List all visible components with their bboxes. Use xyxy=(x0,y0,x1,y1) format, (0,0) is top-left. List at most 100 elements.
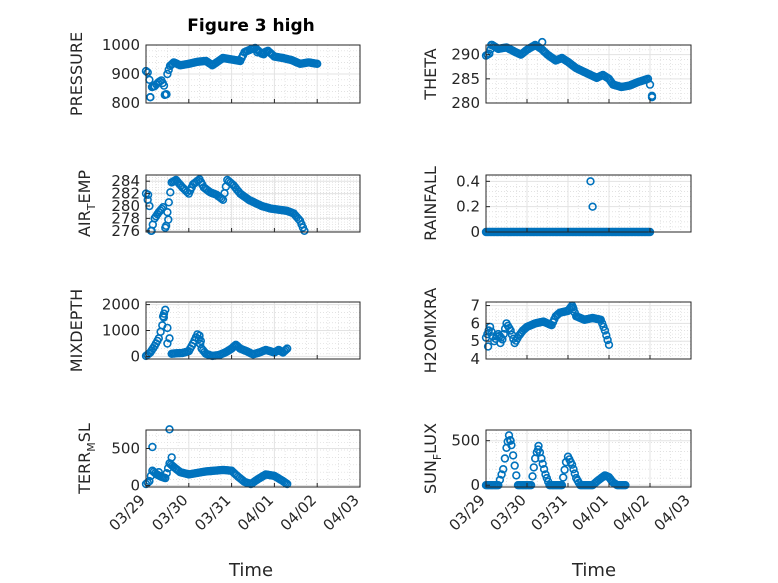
x-tick-label: 04/01 xyxy=(569,491,612,534)
data-point xyxy=(603,335,612,345)
data-point xyxy=(162,469,171,478)
data-point xyxy=(526,481,536,490)
data-point xyxy=(497,470,506,479)
y-tick-label: 0 xyxy=(470,223,480,241)
subplot-theta: 280 285 290 THETA xyxy=(421,37,692,112)
y-tick-label: 285 xyxy=(451,70,480,88)
x-tick-label: 04/02 xyxy=(277,491,320,534)
y-axis-label: TERRMSL xyxy=(75,423,98,495)
data-series xyxy=(481,301,614,351)
y-axis-label: AIRTEMP xyxy=(75,170,98,237)
y-tick-label: 5 xyxy=(470,332,480,350)
data-point xyxy=(557,481,567,490)
data-point xyxy=(602,331,611,340)
data-point xyxy=(586,177,595,186)
data-point xyxy=(528,472,537,481)
data-point xyxy=(162,90,171,99)
data-point xyxy=(483,342,493,351)
data-point xyxy=(143,190,153,200)
y-tick-label: 800 xyxy=(111,94,140,112)
y-axis-label: RAINFALL xyxy=(421,166,440,241)
y-tick-label: 0 xyxy=(130,477,140,495)
y-tick-label: 0.4 xyxy=(456,172,480,190)
data-point xyxy=(499,465,508,474)
data-point xyxy=(600,326,610,335)
axes-frame xyxy=(485,301,692,360)
data-point xyxy=(500,454,510,463)
y-axis-label: MIXDEPTH xyxy=(67,289,86,372)
data-point xyxy=(196,336,206,346)
data-point xyxy=(499,329,508,339)
data-point xyxy=(300,226,309,236)
data-point xyxy=(647,92,657,102)
y-tick-label: 0 xyxy=(470,476,480,494)
data-point xyxy=(158,203,168,212)
data-point xyxy=(533,445,543,454)
data-point xyxy=(588,202,597,211)
y-tick-label: 280 xyxy=(451,94,480,112)
subplot-mixdepth: 0 1000 2000 MIXDEPTH xyxy=(67,289,361,372)
data-point xyxy=(281,345,290,355)
data-point xyxy=(604,340,614,349)
data-point xyxy=(504,431,514,440)
y-axis-label: SUNFLUX xyxy=(421,423,444,494)
figure-title: Figure 3 high xyxy=(187,16,315,36)
x-tick-label: 04/01 xyxy=(234,491,277,534)
y-tick-label: 1000 xyxy=(102,322,140,340)
data-point xyxy=(510,461,519,470)
data-point xyxy=(507,440,516,450)
axes-frame xyxy=(485,174,692,233)
data-point xyxy=(560,465,569,474)
y-tick-label: 4 xyxy=(470,350,480,368)
y-tick-label: 276 xyxy=(111,222,140,240)
data-point xyxy=(569,465,578,474)
y-tick-label: 500 xyxy=(451,432,480,450)
y-tick-label: 2000 xyxy=(102,296,140,314)
data-point xyxy=(538,459,547,468)
data-point xyxy=(506,326,515,335)
data-point xyxy=(163,69,172,79)
subplot-pressure: 800 900 1000 PRESSURE xyxy=(67,32,361,116)
data-series xyxy=(481,431,630,490)
data-point xyxy=(645,80,655,89)
data-point xyxy=(313,59,322,68)
y-axis-label: H2OMIXRA xyxy=(421,288,440,374)
data-point xyxy=(164,215,173,224)
data-point xyxy=(485,322,495,332)
y-tick-label: 290 xyxy=(451,46,480,64)
y-tick-label: 6 xyxy=(470,314,480,332)
data-point xyxy=(558,473,568,482)
x-tick-label: 04/02 xyxy=(610,491,653,534)
data-point xyxy=(146,92,155,102)
y-tick-label: 280 xyxy=(111,197,140,215)
data-point xyxy=(166,188,175,197)
data-point xyxy=(508,451,518,460)
subplot-terr-msl: 0 500 03/29 03/30 03/31 04/01 04/02 04/03 TERRMS… xyxy=(75,423,363,534)
y-tick-label: 0 xyxy=(130,347,140,365)
data-point xyxy=(163,339,172,348)
y-tick-label: 900 xyxy=(111,65,140,83)
x-tick-label: 03/30 xyxy=(487,491,530,534)
data-series xyxy=(481,37,657,102)
data-point xyxy=(567,460,577,469)
data-point xyxy=(568,303,578,312)
data-point xyxy=(495,475,505,485)
data-point xyxy=(154,468,164,477)
data-point xyxy=(159,81,169,90)
y-tick-label: 0.2 xyxy=(456,198,480,216)
data-point xyxy=(259,50,268,59)
data-point xyxy=(163,323,172,333)
data-point xyxy=(496,338,505,348)
x-tick-label: 03/30 xyxy=(148,491,191,534)
data-point xyxy=(621,481,630,490)
data-point xyxy=(494,481,503,490)
axes-frame xyxy=(145,429,361,488)
data-point xyxy=(194,334,204,344)
x-tick-label: 03/31 xyxy=(528,491,571,534)
x-axis-label-right: Time xyxy=(571,560,616,581)
x-axis-label-left: Time xyxy=(228,560,273,581)
